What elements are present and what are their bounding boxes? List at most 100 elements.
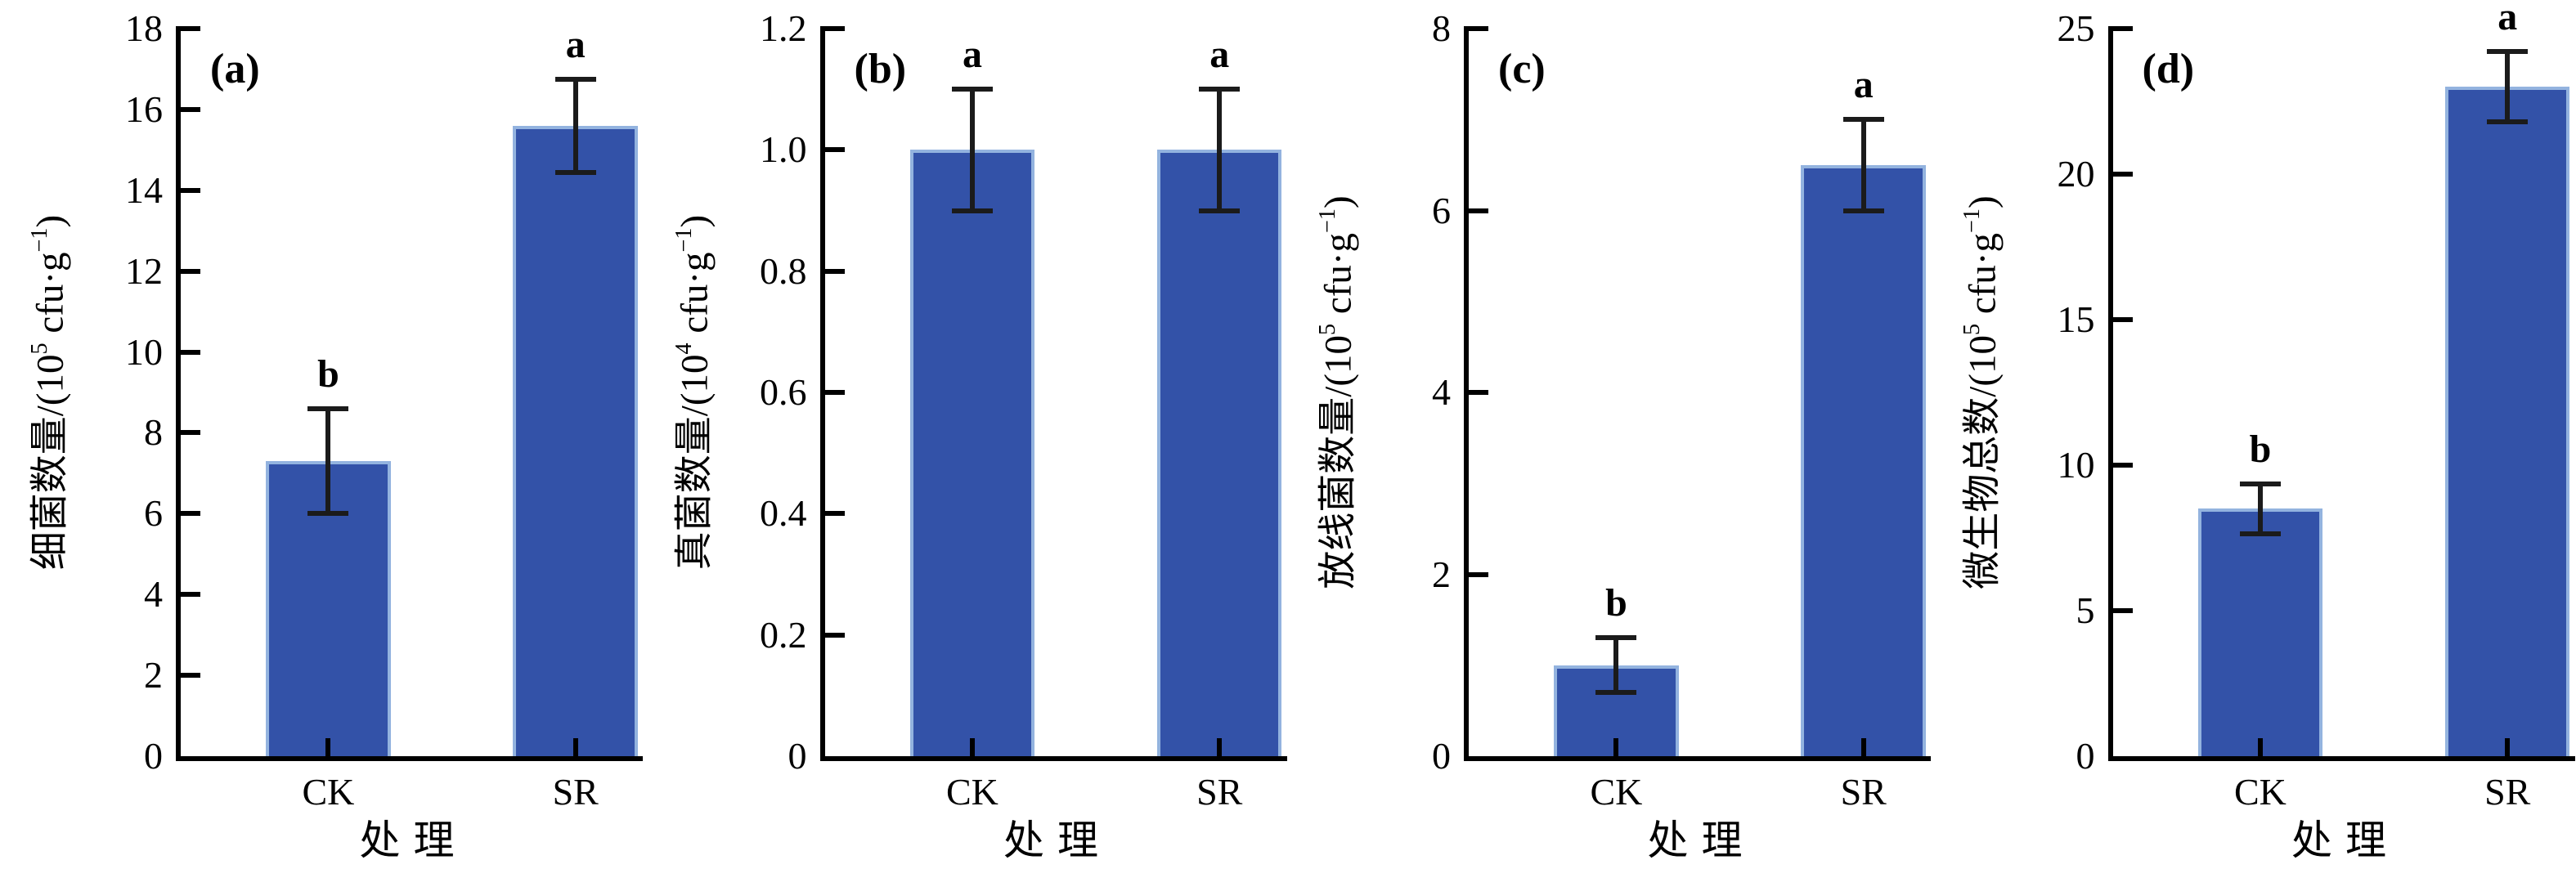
bar-sr (1156, 150, 1282, 756)
panel-b: 0 0.2 0.4 0.6 0.8 1.0 1.2 a CK a SR (b) 处理 真菌数量/(104 … (644, 0, 1289, 869)
y-axis-title-text: 微生物总数/(10 (1961, 334, 2004, 589)
y-axis-title-superscript: 5 (27, 343, 53, 355)
y-tick-mark (824, 147, 845, 153)
y-tick-label: 16 (125, 87, 163, 130)
error-bar-cap-top (951, 87, 993, 92)
panel-letter-label: (b) (854, 46, 907, 92)
y-tick-label: 2 (1432, 553, 1451, 595)
y-tick-label: 10 (2057, 444, 2095, 486)
y-tick-mark (181, 673, 200, 679)
y-tick-mark (181, 430, 200, 436)
x-tick-label: CK (945, 771, 999, 813)
error-bar-cap-top (1199, 87, 1241, 92)
y-tick-label: 0.8 (760, 249, 807, 292)
y-tick-mark (181, 511, 200, 517)
significance-letter: b (317, 352, 339, 396)
error-bar-cap-top (554, 76, 596, 82)
panel-letter-label: (d) (2142, 46, 2195, 92)
y-axis-line (176, 26, 181, 761)
error-bar-line (969, 89, 975, 211)
bar-sr (2444, 87, 2570, 756)
y-axis-title-text: 放线菌数量/(10 (1317, 334, 1360, 589)
y-axis-title-superscript: −1 (1315, 208, 1341, 233)
x-tick-label: SR (552, 771, 599, 813)
y-tick-mark (2112, 608, 2133, 613)
y-axis-title: 细菌数量/(105 cfu·g−1) (16, 29, 72, 756)
panel-letter-label: (a) (210, 46, 260, 92)
y-tick-mark (181, 187, 200, 193)
y-axis-line (2107, 26, 2113, 761)
bar-sr (1801, 164, 1926, 756)
y-tick-label: 1.0 (760, 128, 807, 171)
y-tick-mark (1469, 208, 1488, 213)
error-bar-line (1217, 89, 1223, 211)
x-tick-mark (1217, 738, 1223, 756)
y-axis-title-text: ) (1317, 195, 1360, 208)
significance-letter: a (1853, 63, 1874, 107)
y-axis-line (819, 26, 825, 761)
panel-letter-label: (c) (1498, 46, 1546, 92)
y-axis-title-text: cfu·g (1961, 232, 2004, 324)
error-bar-cap-top (1595, 635, 1637, 641)
y-tick-label: 0 (1432, 735, 1451, 777)
significance-letter: a (2497, 0, 2518, 39)
error-bar-cap-top (2487, 49, 2529, 55)
y-tick-mark (181, 106, 200, 112)
error-bar-cap-top (2239, 482, 2281, 487)
x-tick-label: CK (1590, 771, 1643, 813)
y-axis-title-text: cfu·g (29, 252, 72, 343)
y-tick-mark (1469, 571, 1488, 577)
significance-letter: a (962, 33, 982, 77)
error-bar-cap-bottom (1595, 690, 1637, 696)
bar-ck (2197, 508, 2323, 756)
bar-ck (909, 150, 1035, 756)
y-tick-mark (1469, 390, 1488, 395)
y-axis-title-superscript: −1 (27, 227, 53, 253)
y-tick-mark (1469, 26, 1488, 31)
y-tick-label: 0.2 (760, 613, 807, 656)
y-tick-label: 2 (144, 654, 163, 697)
x-tick-mark (1613, 738, 1619, 756)
x-tick-mark (2505, 738, 2511, 756)
y-tick-mark (824, 632, 845, 638)
y-tick-label: 18 (125, 7, 163, 49)
y-tick-label: 14 (125, 168, 163, 211)
significance-letter: b (1605, 581, 1627, 625)
x-axis-line (819, 756, 1287, 761)
y-tick-label: 10 (125, 330, 163, 373)
y-axis-title: 真菌数量/(104 cfu·g−1) (661, 29, 716, 756)
error-bar-cap-top (1842, 117, 1884, 123)
error-bar-cap-bottom (554, 169, 596, 175)
y-tick-label: 4 (144, 573, 163, 616)
y-axis-title-superscript: 5 (1315, 323, 1341, 335)
x-axis-title: 处理 (1647, 817, 1756, 863)
significance-letter: b (2249, 428, 2272, 472)
y-tick-mark (824, 511, 845, 517)
y-tick-mark (181, 349, 200, 355)
x-tick-label: CK (2233, 771, 2287, 813)
x-tick-label: CK (302, 771, 355, 813)
error-bar-line (2505, 52, 2511, 122)
y-axis-title-superscript: −1 (671, 227, 697, 253)
x-tick-label: SR (2484, 771, 2531, 813)
x-axis-line (1464, 756, 1931, 761)
y-tick-mark (181, 592, 200, 598)
y-tick-label: 6 (144, 492, 163, 535)
y-tick-mark (2112, 26, 2133, 31)
y-axis-title-superscript: −1 (1959, 208, 1985, 233)
y-tick-label: 0 (144, 735, 163, 777)
y-tick-label: 0 (2076, 735, 2095, 777)
x-tick-mark (1860, 738, 1866, 756)
y-tick-label: 8 (1432, 7, 1451, 49)
y-axis-title-superscript: 4 (671, 343, 697, 355)
error-bar-line (572, 78, 578, 172)
x-axis-line (2107, 756, 2575, 761)
error-bar-line (2257, 484, 2263, 534)
error-bar-cap-bottom (2239, 531, 2281, 536)
x-axis-title: 处理 (359, 817, 468, 863)
x-tick-label: SR (1840, 771, 1887, 813)
y-axis-title-text: cfu·g (673, 252, 716, 343)
y-tick-label: 8 (144, 411, 163, 454)
y-axis-title: 放线菌数量/(105 cfu·g−1) (1304, 29, 1360, 756)
x-axis-title: 处理 (1003, 817, 1111, 863)
